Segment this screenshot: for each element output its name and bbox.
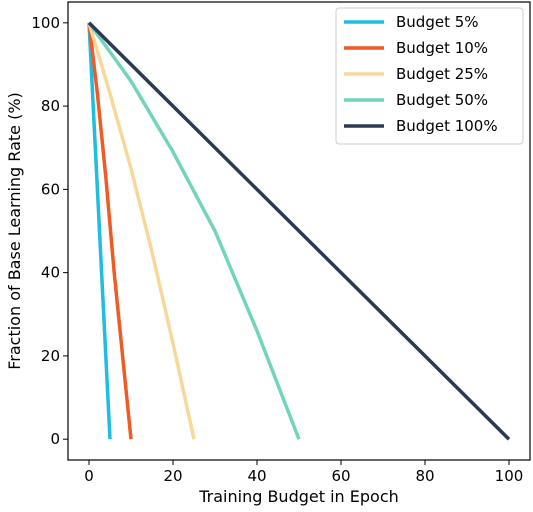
y-tick-label: 60: [41, 180, 60, 198]
series-line-2: [87, 22, 133, 440]
y-axis-ticks: 0 20 40 60 80 100: [31, 14, 68, 448]
series-line-5: [87, 21, 511, 441]
x-axis-label: Training Budget in Epoch: [198, 487, 399, 506]
y-axis-label: Fraction of Base Learning Rate (%): [5, 92, 24, 370]
legend-label-2: Budget 10%: [396, 39, 488, 57]
legend-label-1: Budget 5%: [396, 13, 479, 31]
legend-label-3: Budget 25%: [396, 65, 488, 83]
plot-area: [67, 1, 531, 461]
series-lines: [87, 21, 511, 441]
x-tick-label: 80: [415, 467, 434, 485]
legend-label-5: Budget 100%: [396, 117, 498, 135]
y-tick-label: 40: [41, 264, 60, 282]
x-tick-label: 0: [84, 467, 94, 485]
y-tick-label: 80: [41, 97, 60, 115]
y-tick-label: 0: [50, 430, 60, 448]
x-tick-label: 40: [247, 467, 266, 485]
series-line-1: [87, 22, 112, 440]
x-axis-ticks: 0 20 40 60 80 100: [84, 460, 523, 485]
x-tick-label: 20: [163, 467, 182, 485]
series-line-3: [87, 22, 196, 440]
legend-label-4: Budget 50%: [396, 91, 488, 109]
series-line-4: [87, 21, 301, 440]
legend-box: [335, 7, 524, 145]
x-tick-label: 100: [495, 467, 524, 485]
y-tick-label: 100: [31, 14, 60, 32]
x-tick-label: 60: [331, 467, 350, 485]
legend: Budget 5% Budget 10% Budget 25% Budget 50% B…: [335, 7, 524, 145]
y-tick-label: 20: [41, 347, 60, 365]
